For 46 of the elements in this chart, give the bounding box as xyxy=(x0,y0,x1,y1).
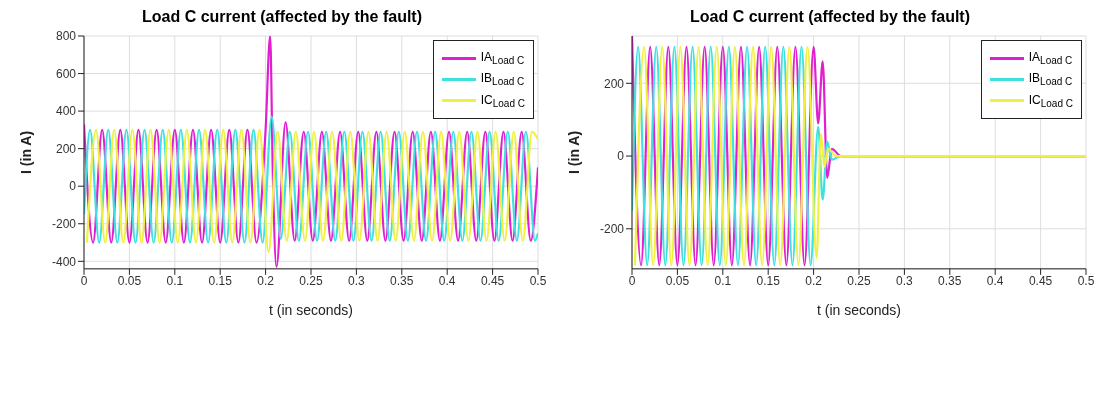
y-tick-label: 200 xyxy=(55,141,77,156)
x-tick-label: 0.45 xyxy=(480,274,505,289)
y-tick-label: 0 xyxy=(617,149,625,164)
x-tick-label: 0.2 xyxy=(257,274,275,289)
legend-label: IC$_{Load C}$ xyxy=(1028,92,1073,110)
x-tick-label: 0.1 xyxy=(166,274,184,289)
line-series xyxy=(84,115,538,244)
x-tick-label: 0.5 xyxy=(1077,274,1095,289)
x-tick-label: 0 xyxy=(80,274,88,289)
x-tick-label: 0.25 xyxy=(299,274,323,289)
y-tick-label: 800 xyxy=(55,29,77,44)
legend-label: IB$_{Load C}$ xyxy=(1028,71,1073,88)
x-tick-label: 0.15 xyxy=(756,274,781,289)
x-tick-label: 0.15 xyxy=(208,274,233,289)
x-tick-label: 0.35 xyxy=(390,274,414,289)
x-tick-label: 0.25 xyxy=(847,274,871,289)
x-tick-label: 0.3 xyxy=(896,274,914,289)
x-tick-label: 0.4 xyxy=(438,274,456,289)
x-tick-label: 0.5 xyxy=(529,274,547,289)
y-axis-title: I (in A) xyxy=(17,130,34,174)
y-tick-label: 600 xyxy=(55,66,77,81)
y-tick-label: -400 xyxy=(51,254,77,269)
chart-title: Load C current (affected by the fault) xyxy=(689,8,971,27)
y-axis-title: I (in A) xyxy=(565,130,582,174)
x-tick-label: 0.45 xyxy=(1028,274,1053,289)
x-axis-title: t (in seconds) xyxy=(816,301,902,318)
chart-title: Load C current (affected by the fault) xyxy=(141,8,423,27)
x-tick-label: 0.4 xyxy=(986,274,1004,289)
y-tick-label: 400 xyxy=(55,104,77,119)
legend-label: IA$_{Load C}$ xyxy=(480,50,525,67)
x-tick-label: 0.35 xyxy=(938,274,962,289)
x-tick-label: 0 xyxy=(628,274,636,289)
legend-label: IB$_{Load C}$ xyxy=(480,71,525,88)
y-tick-label: 0 xyxy=(69,179,77,194)
legend-label: IA$_{Load C}$ xyxy=(1028,50,1073,67)
x-tick-label: 0.3 xyxy=(348,274,366,289)
x-tick-label: 0.05 xyxy=(117,274,142,289)
x-tick-label: 0.1 xyxy=(714,274,732,289)
x-tick-label: 0.05 xyxy=(665,274,690,289)
x-tick-label: 0.2 xyxy=(805,274,823,289)
y-tick-label: -200 xyxy=(51,217,77,232)
legend-label: IC$_{Load C}$ xyxy=(480,92,525,110)
x-axis-title: t (in seconds) xyxy=(268,301,354,318)
y-tick-label: -200 xyxy=(599,222,625,237)
y-tick-label: 200 xyxy=(603,76,625,91)
line-series xyxy=(85,128,538,254)
